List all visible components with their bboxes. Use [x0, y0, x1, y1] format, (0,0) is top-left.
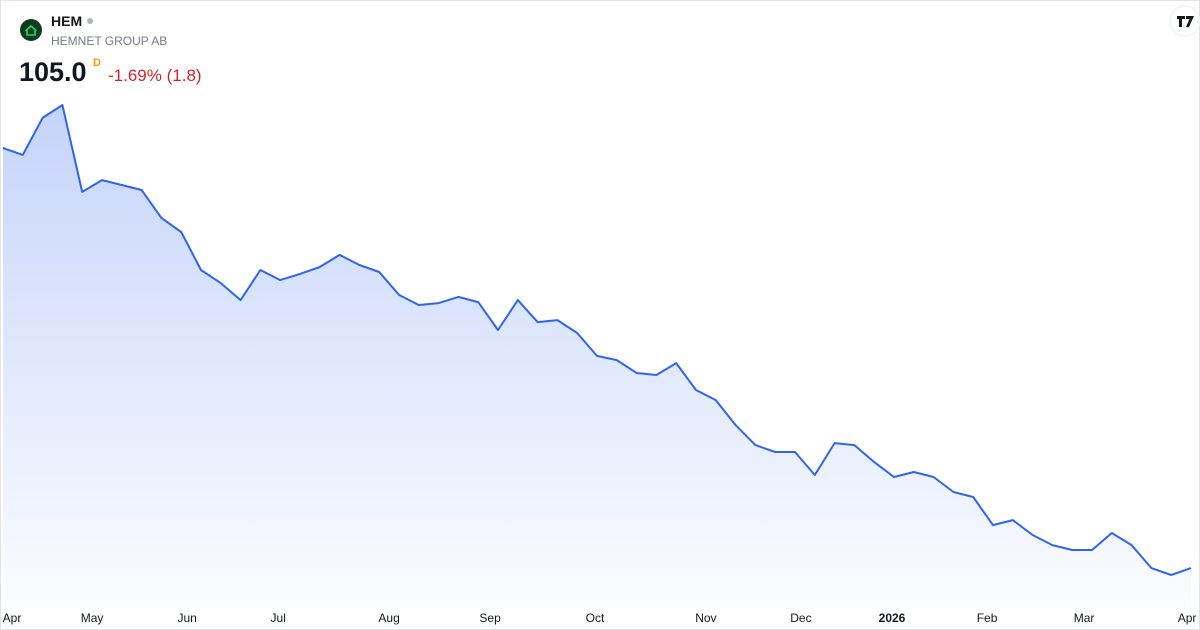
change-pct: -1.69% — [108, 66, 162, 85]
interval: D — [93, 57, 101, 69]
x-tick-label: Mar — [1074, 611, 1095, 625]
x-tick-label: Jun — [177, 611, 196, 625]
x-tick-label: Nov — [695, 611, 716, 625]
change: -1.69% (1.8) — [108, 66, 202, 85]
x-tick-label: Aug — [378, 611, 399, 625]
company-name: HEMNET GROUP AB — [51, 34, 167, 48]
x-tick-label: May — [81, 611, 104, 625]
x-tick-label: Dec — [790, 611, 811, 625]
price: 105.0 — [19, 57, 87, 87]
x-tick-label: Jul — [271, 611, 286, 625]
symbol: HEM — [51, 13, 82, 29]
status-dot — [87, 18, 93, 24]
tv-logo — [1169, 5, 1200, 37]
x-tick-label: 2026 — [879, 611, 906, 625]
change-abs: (1.8) — [167, 66, 202, 85]
logo — [20, 19, 42, 41]
logo-icon — [24, 24, 38, 36]
x-tick-label: Apr — [3, 611, 22, 625]
x-tick-label: Apr — [1178, 611, 1197, 625]
x-tick-label: Sep — [479, 611, 501, 625]
x-tick-label: Feb — [977, 611, 998, 625]
x-tick-label: Oct — [586, 611, 605, 625]
price-line — [2, 104, 1192, 576]
